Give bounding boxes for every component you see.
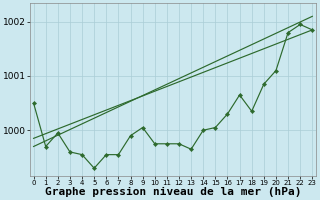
X-axis label: Graphe pression niveau de la mer (hPa): Graphe pression niveau de la mer (hPa) [45, 187, 301, 197]
